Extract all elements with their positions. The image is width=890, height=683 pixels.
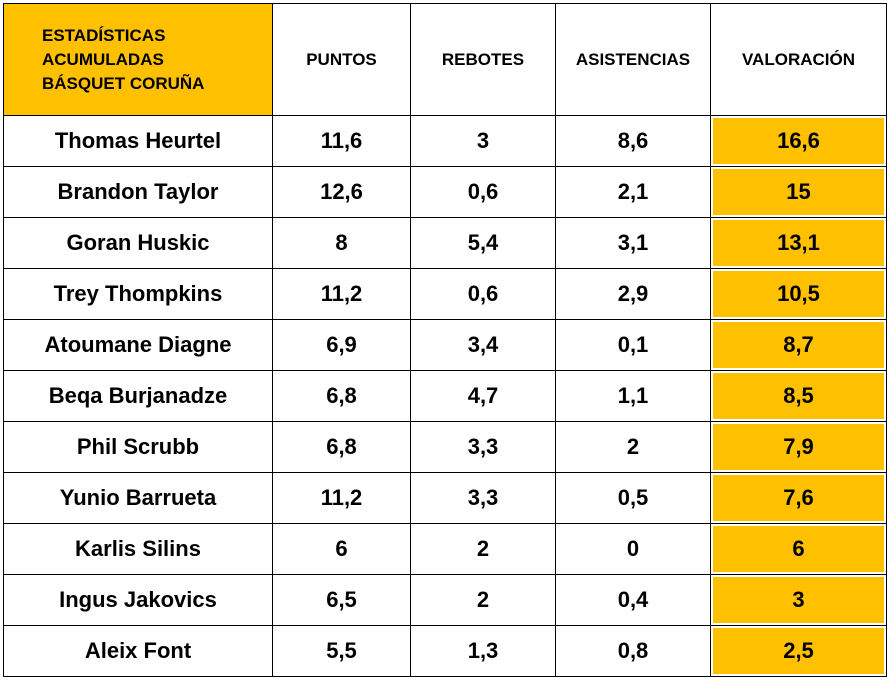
- stat-cell: 11,2: [272, 472, 411, 524]
- data-row: Aleix Font 5,5 1,3 0,8 2,5: [3, 625, 887, 677]
- stat-cell: 2,5: [710, 625, 887, 677]
- stat-cell: 6,8: [272, 421, 411, 473]
- stat-cell: 8: [272, 217, 411, 269]
- stat-cell: 2: [410, 523, 556, 575]
- stat-cell: 3,3: [410, 421, 556, 473]
- player-name: Brandon Taylor: [3, 166, 273, 218]
- column-header: PUNTOS: [272, 3, 411, 116]
- stat-cell: 0,5: [555, 472, 711, 524]
- data-row: Goran Huskic 8 5,4 3,1 13,1: [3, 217, 887, 269]
- stat-cell: 7,6: [710, 472, 887, 524]
- stat-cell: 0,6: [410, 166, 556, 218]
- player-name: Ingus Jakovics: [3, 574, 273, 626]
- stat-cell: 0,8: [555, 625, 711, 677]
- data-row: Ingus Jakovics 6,5 2 0,4 3: [3, 574, 887, 626]
- title-line: ACUMULADAS: [42, 49, 164, 69]
- stat-cell: 1,3: [410, 625, 556, 677]
- player-name: Thomas Heurtel: [3, 115, 273, 167]
- stat-cell: 2: [555, 421, 711, 473]
- player-name: Yunio Barrueta: [3, 472, 273, 524]
- column-header: REBOTES: [410, 3, 556, 116]
- data-row: Beqa Burjanadze 6,8 4,7 1,1 8,5: [3, 370, 887, 422]
- stat-cell: 3: [710, 574, 887, 626]
- stat-cell: 0,1: [555, 319, 711, 371]
- stat-cell: 16,6: [710, 115, 887, 167]
- title-line: ESTADÍSTICAS: [42, 25, 166, 45]
- data-row: Phil Scrubb 6,8 3,3 2 7,9: [3, 421, 887, 473]
- stat-cell: 10,5: [710, 268, 887, 320]
- stat-cell: 0,6: [410, 268, 556, 320]
- data-row: Brandon Taylor 12,6 0,6 2,1 15: [3, 166, 887, 218]
- stat-cell: 0,4: [555, 574, 711, 626]
- stat-cell: 3,1: [555, 217, 711, 269]
- stat-cell: 6,8: [272, 370, 411, 422]
- stat-cell: 6,9: [272, 319, 411, 371]
- player-name: Karlis Silins: [3, 523, 273, 575]
- stat-cell: 3,4: [410, 319, 556, 371]
- stat-cell: 1,1: [555, 370, 711, 422]
- stat-cell: 4,7: [410, 370, 556, 422]
- column-header: ASISTENCIAS: [555, 3, 711, 116]
- stat-cell: 11,6: [272, 115, 411, 167]
- data-row: Thomas Heurtel 11,6 3 8,6 16,6: [3, 115, 887, 167]
- title-line: BÁSQUET CORUÑA: [42, 73, 205, 93]
- player-name: Atoumane Diagne: [3, 319, 273, 371]
- title-cell: ESTADÍSTICAS ACUMULADAS BÁSQUET CORUÑA: [3, 3, 273, 116]
- player-name: Beqa Burjanadze: [3, 370, 273, 422]
- data-row: Karlis Silins 6 2 0 6: [3, 523, 887, 575]
- player-name: Goran Huskic: [3, 217, 273, 269]
- stat-cell: 8,5: [710, 370, 887, 422]
- stat-cell: 8,7: [710, 319, 887, 371]
- stats-table-wrap: ESTADÍSTICAS ACUMULADAS BÁSQUET CORUÑA PUNT…: [3, 3, 887, 677]
- stat-cell: 13,1: [710, 217, 887, 269]
- stat-cell: 7,9: [710, 421, 887, 473]
- stat-cell: 2,9: [555, 268, 711, 320]
- stat-cell: 3,3: [410, 472, 556, 524]
- stat-cell: 12,6: [272, 166, 411, 218]
- stat-cell: 2,1: [555, 166, 711, 218]
- stat-cell: 8,6: [555, 115, 711, 167]
- stat-cell: 11,2: [272, 268, 411, 320]
- data-row: Yunio Barrueta 11,2 3,3 0,5 7,6: [3, 472, 887, 524]
- stat-cell: 6: [272, 523, 411, 575]
- stats-table: ESTADÍSTICAS ACUMULADAS BÁSQUET CORUÑA PUNT…: [3, 3, 887, 677]
- column-header: VALORACIÓN: [710, 3, 887, 116]
- header-row: ESTADÍSTICAS ACUMULADAS BÁSQUET CORUÑA PUNT…: [3, 3, 887, 116]
- data-row: Atoumane Diagne 6,9 3,4 0,1 8,7: [3, 319, 887, 371]
- player-name: Trey Thompkins: [3, 268, 273, 320]
- stat-cell: 5,5: [272, 625, 411, 677]
- table-body: ESTADÍSTICAS ACUMULADAS BÁSQUET CORUÑA PUNT…: [3, 3, 887, 677]
- data-row: Trey Thompkins 11,2 0,6 2,9 10,5: [3, 268, 887, 320]
- stat-cell: 15: [710, 166, 887, 218]
- stat-cell: 0: [555, 523, 711, 575]
- player-name: Phil Scrubb: [3, 421, 273, 473]
- stat-cell: 6,5: [272, 574, 411, 626]
- player-name: Aleix Font: [3, 625, 273, 677]
- stat-cell: 2: [410, 574, 556, 626]
- stat-cell: 3: [410, 115, 556, 167]
- stat-cell: 6: [710, 523, 887, 575]
- stat-cell: 5,4: [410, 217, 556, 269]
